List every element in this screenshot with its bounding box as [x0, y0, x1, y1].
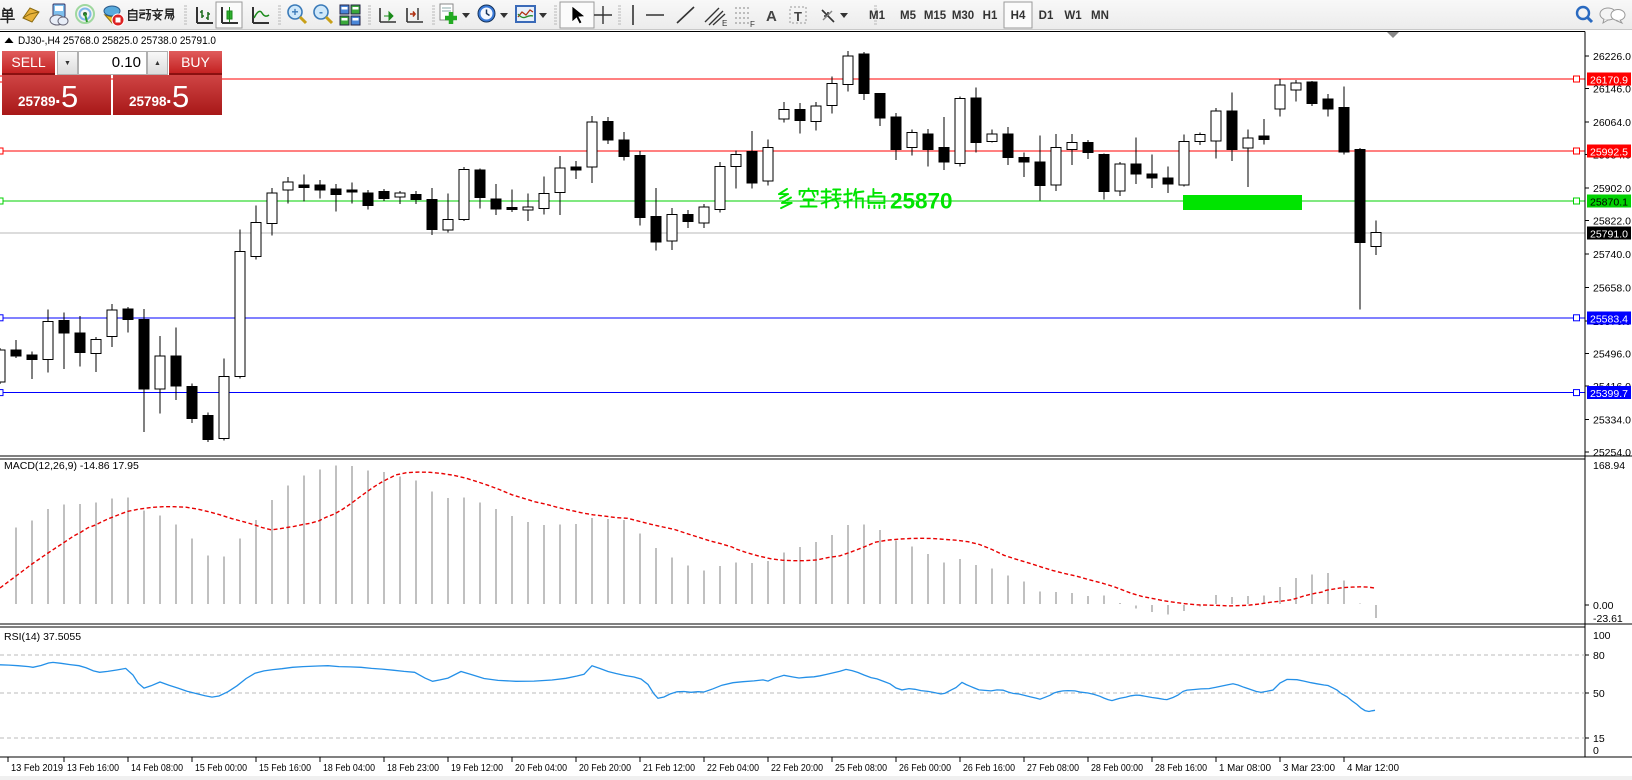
svg-text:18 Feb 04:00: 18 Feb 04:00 — [323, 762, 375, 774]
svg-text:MACD(12,26,9) -14.86 17.95: MACD(12,26,9) -14.86 17.95 — [4, 460, 139, 472]
svg-text:F: F — [750, 20, 755, 29]
svg-text:20 Feb 04:00: 20 Feb 04:00 — [515, 762, 567, 774]
svg-text:RSI(14) 37.5055: RSI(14) 37.5055 — [4, 631, 81, 643]
svg-text:13 Feb 16:00: 13 Feb 16:00 — [67, 762, 119, 774]
svg-text:25791.0: 25791.0 — [1590, 229, 1628, 241]
svg-text:-: - — [319, 5, 323, 19]
svg-text:25870: 25870 — [890, 189, 953, 214]
svg-text:18 Feb 23:00: 18 Feb 23:00 — [387, 762, 439, 774]
svg-text:25870.1: 25870.1 — [1590, 197, 1628, 209]
svg-text:22 Feb 04:00: 22 Feb 04:00 — [707, 762, 759, 774]
svg-text:27 Feb 08:00: 27 Feb 08:00 — [1027, 762, 1079, 774]
svg-text:80: 80 — [1593, 650, 1605, 662]
svg-text:A: A — [766, 8, 777, 25]
svg-text:3 Mar 23:00: 3 Mar 23:00 — [1283, 762, 1335, 774]
svg-text:H1: H1 — [983, 10, 998, 22]
svg-text:14 Feb 08:00: 14 Feb 08:00 — [131, 762, 183, 774]
svg-text:50: 50 — [1593, 688, 1605, 700]
svg-text:25658.0: 25658.0 — [1593, 282, 1631, 294]
svg-text:25496.0: 25496.0 — [1593, 348, 1631, 360]
svg-text:21 Feb 12:00: 21 Feb 12:00 — [643, 762, 695, 774]
svg-text:28 Feb 00:00: 28 Feb 00:00 — [1091, 762, 1143, 774]
svg-text:25334.0: 25334.0 — [1593, 414, 1631, 426]
svg-text:M5: M5 — [900, 10, 917, 22]
svg-text:T: T — [794, 9, 802, 24]
svg-text:100: 100 — [1593, 630, 1611, 642]
svg-text:26146.0: 26146.0 — [1593, 84, 1631, 96]
svg-text:26 Feb 00:00: 26 Feb 00:00 — [899, 762, 951, 774]
svg-text:M1: M1 — [869, 10, 886, 22]
svg-text:15: 15 — [1593, 733, 1605, 745]
svg-text:15 Feb 16:00: 15 Feb 16:00 — [259, 762, 311, 774]
svg-text:26170.9: 26170.9 — [1590, 75, 1628, 87]
svg-text:H4: H4 — [1011, 10, 1026, 22]
svg-text:13 Feb 2019: 13 Feb 2019 — [11, 762, 63, 774]
svg-text:M30: M30 — [952, 10, 974, 22]
svg-text:25740.0: 25740.0 — [1593, 249, 1631, 261]
svg-text:168.94: 168.94 — [1593, 460, 1625, 472]
svg-text:MN: MN — [1091, 10, 1109, 22]
svg-text:D1: D1 — [1039, 10, 1054, 22]
svg-text:W1: W1 — [1064, 10, 1082, 22]
svg-text:1 Mar 08:00: 1 Mar 08:00 — [1219, 762, 1271, 774]
svg-text:19 Feb 12:00: 19 Feb 12:00 — [451, 762, 503, 774]
svg-text:26 Feb 16:00: 26 Feb 16:00 — [963, 762, 1015, 774]
svg-text:25583.4: 25583.4 — [1590, 313, 1628, 325]
svg-text:+: + — [291, 5, 298, 19]
svg-text:25822.0: 25822.0 — [1593, 216, 1631, 228]
svg-text:22 Feb 20:00: 22 Feb 20:00 — [771, 762, 823, 774]
svg-text:25399.7: 25399.7 — [1590, 388, 1628, 400]
svg-text:0: 0 — [1593, 745, 1599, 757]
svg-text:25 Feb 08:00: 25 Feb 08:00 — [835, 762, 887, 774]
svg-text:28 Feb 16:00: 28 Feb 16:00 — [1155, 762, 1207, 774]
svg-text:26064.0: 26064.0 — [1593, 117, 1631, 129]
svg-text:0.00: 0.00 — [1593, 600, 1614, 612]
svg-text:15 Feb 00:00: 15 Feb 00:00 — [195, 762, 247, 774]
svg-text:25902.0: 25902.0 — [1593, 183, 1631, 195]
svg-text:E: E — [722, 19, 727, 28]
svg-text:20 Feb 20:00: 20 Feb 20:00 — [579, 762, 631, 774]
svg-text:26226.0: 26226.0 — [1593, 51, 1631, 63]
svg-text:M15: M15 — [924, 10, 947, 22]
svg-text:DJ30-,H4 25768.0 25825.0 2573: DJ30-,H4 25768.0 25825.0 25738.0 25791.0 — [18, 35, 216, 47]
svg-text:-23.61: -23.61 — [1593, 613, 1623, 625]
svg-text:25254.0: 25254.0 — [1593, 447, 1631, 459]
svg-text:4 Mar 12:00: 4 Mar 12:00 — [1347, 762, 1399, 774]
svg-text:25992.5: 25992.5 — [1590, 147, 1628, 159]
